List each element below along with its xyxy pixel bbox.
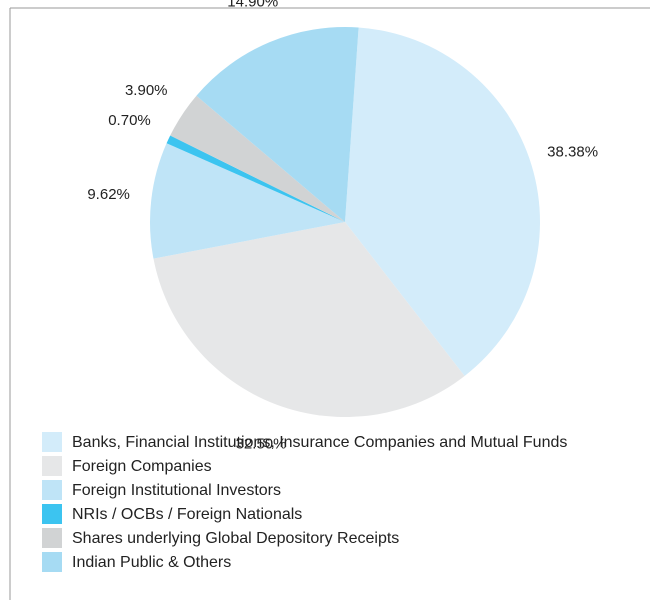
pie-slice xyxy=(170,95,345,222)
legend-swatch xyxy=(42,480,62,500)
legend-swatch xyxy=(42,504,62,524)
pie-slice xyxy=(153,222,465,417)
legend-swatch xyxy=(42,552,62,572)
legend-label: Foreign Institutional Investors xyxy=(72,482,281,499)
legend-label: Shares underlying Global Depository Rece… xyxy=(72,530,399,547)
slice-label: 14.90% xyxy=(227,0,278,11)
slice-label: 32.50% xyxy=(236,436,287,453)
slice-label: 3.90% xyxy=(125,82,168,99)
pie-slice xyxy=(166,135,345,222)
legend-swatch xyxy=(42,432,62,452)
legend-swatch xyxy=(42,456,62,476)
legend-label: Foreign Companies xyxy=(72,458,212,475)
legend-swatch xyxy=(42,528,62,548)
pie-slice xyxy=(196,26,359,222)
pie-slice xyxy=(150,143,345,259)
slice-label: 9.62% xyxy=(87,186,130,203)
slice-label: 0.70% xyxy=(108,112,151,129)
pie-slice xyxy=(345,27,540,377)
legend-label: Banks, Financial Institutions, Insurance… xyxy=(72,434,567,451)
legend-label: NRIs / OCBs / Foreign Nationals xyxy=(72,506,302,523)
legend-label: Indian Public & Others xyxy=(72,554,231,571)
slice-label: 38.38% xyxy=(547,144,598,161)
